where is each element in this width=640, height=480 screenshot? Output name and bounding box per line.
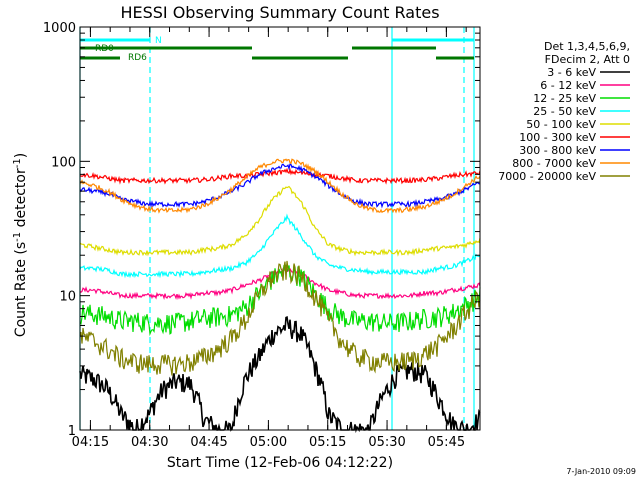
y-tick-label-1: 10 xyxy=(59,290,76,305)
series-line-0 xyxy=(79,315,481,434)
y-label-sup2: -1 xyxy=(12,158,23,168)
x-tick-label-1: 04:30 xyxy=(131,435,168,450)
x-tick-label-2: 04:45 xyxy=(190,435,227,450)
axes-layer: 1 10 100 1000 04:15 04:30 04:45 05:00 05:15 05:30… xyxy=(43,21,481,450)
x-axis-label: Start Time (12-Feb-06 04:12:22) xyxy=(167,455,393,471)
legend-header-2: FDecim 2, Att 0 xyxy=(545,53,630,66)
legend-label-4: 50 - 100 keV xyxy=(526,118,596,131)
x-tick-label-3: 05:00 xyxy=(250,435,287,450)
axes-frame xyxy=(79,26,481,431)
legend-label-6: 300 - 800 keV xyxy=(519,144,596,157)
flag-layer: N RD0 RD6 xyxy=(80,36,474,63)
flag-label-rd6: RD6 xyxy=(128,53,147,63)
legend-label-8: 7000 - 20000 keV xyxy=(498,170,596,183)
flag-label-rd0: RD0 xyxy=(95,44,114,54)
legend-label-7: 800 - 7000 keV xyxy=(512,157,596,170)
x-tick-label-4: 05:15 xyxy=(309,435,346,450)
legend-label-2: 12 - 25 keV xyxy=(533,92,596,105)
y-label-end: ) xyxy=(13,153,29,158)
series-line-2 xyxy=(79,264,481,337)
legend-label-0: 3 - 6 keV xyxy=(547,66,596,79)
x-tick-label-6: 05:45 xyxy=(428,435,465,450)
series-line-5 xyxy=(79,167,481,185)
svg-text:Count Rate (s-1 detector-1): Count Rate (s-1 detector-1) xyxy=(12,153,29,337)
series-line-3 xyxy=(79,213,481,279)
x-tick-label-0: 04:15 xyxy=(72,435,109,450)
chart-title: HESSI Observing Summary Count Rates xyxy=(120,3,439,22)
series-line-4 xyxy=(79,185,481,257)
y-tick-label-2: 100 xyxy=(51,155,76,170)
series-line-6 xyxy=(79,163,480,209)
series-layer xyxy=(79,158,481,434)
legend-label-3: 25 - 50 keV xyxy=(533,105,596,118)
y-label-mid: detector xyxy=(13,168,29,232)
x-tick-label-5: 05:30 xyxy=(368,435,405,450)
y-label-sup1: -1 xyxy=(12,232,23,242)
legend: Det 1,3,4,5,6,9, FDecim 2, Att 0 3 - 6 k… xyxy=(498,40,630,183)
timestamp: 7-Jan-2010 09:09 xyxy=(566,467,636,476)
series-line-7 xyxy=(79,158,481,214)
legend-label-1: 6 - 12 keV xyxy=(540,79,596,92)
series-line-8 xyxy=(79,260,481,376)
y-tick-label-0: 1 xyxy=(68,424,76,439)
y-label-main: Count Rate (s xyxy=(13,242,29,337)
legend-label-5: 100 - 300 keV xyxy=(519,131,596,144)
y-tick-label-3: 1000 xyxy=(43,21,76,36)
legend-header-1: Det 1,3,4,5,6,9, xyxy=(544,40,630,53)
y-axis-label: Count Rate (s-1 detector-1) xyxy=(12,153,29,337)
flag-label-n: N xyxy=(155,36,162,46)
